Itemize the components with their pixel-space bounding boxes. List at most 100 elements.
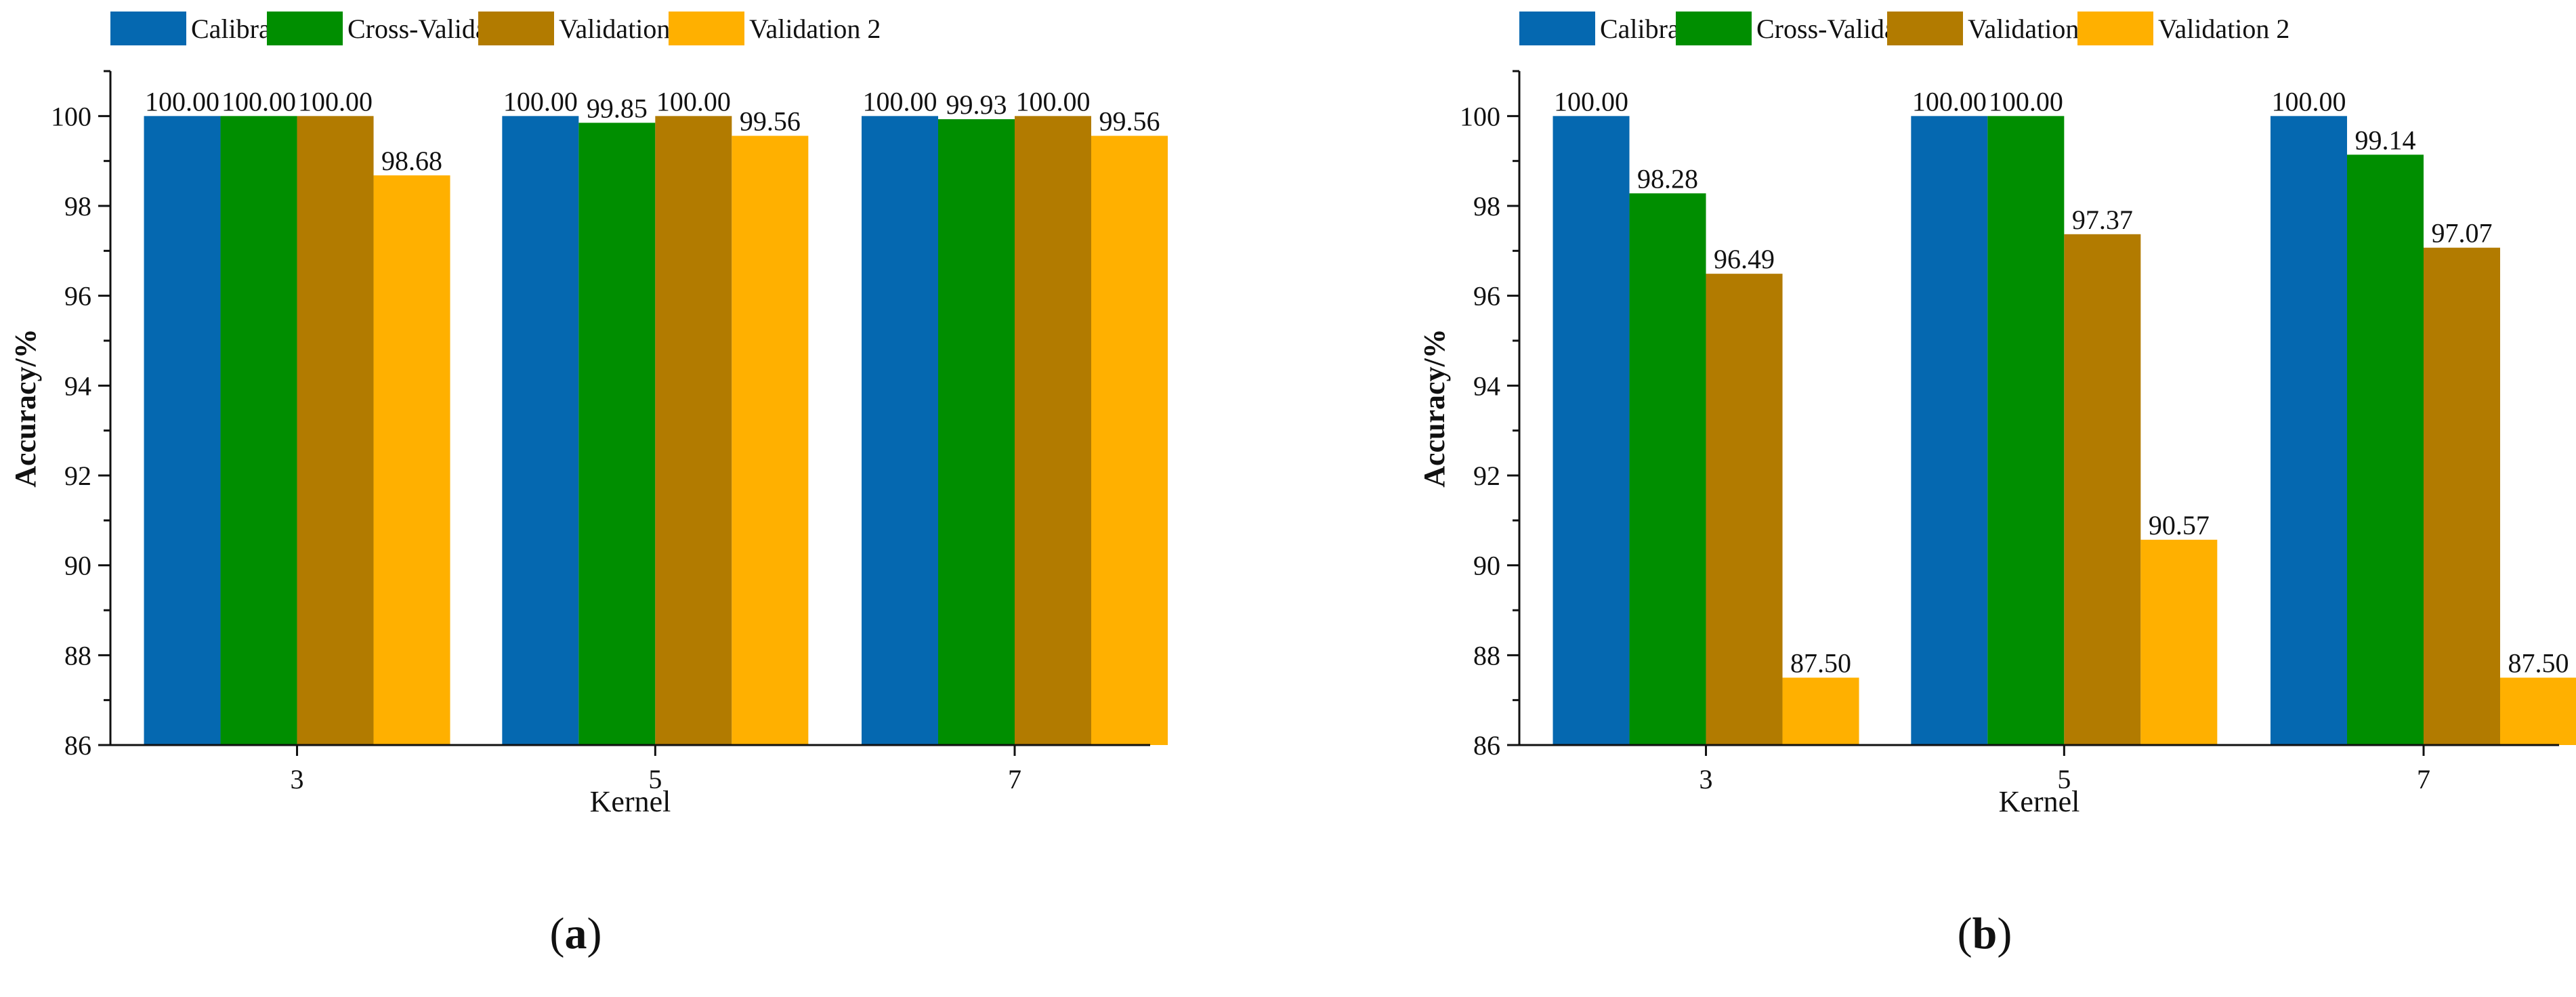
- bar-1-2: [2064, 234, 2141, 745]
- y-tick-label-2: 90: [64, 551, 91, 581]
- bar-0-0: [1553, 116, 1630, 746]
- bar-2-2: [2423, 247, 2500, 745]
- x-tick-label-1: 5: [648, 764, 662, 794]
- value-label-2-2: 97.07: [2431, 218, 2492, 249]
- bar-1-0: [1911, 116, 1988, 746]
- value-label-2-0: 100.00: [862, 86, 937, 116]
- bar-1-3: [2140, 539, 2218, 745]
- bar-0-1: [1629, 193, 1706, 746]
- panel-label-open: (: [550, 909, 565, 958]
- legend-swatch-2: [1887, 12, 1963, 45]
- y-tick-label-7: 100: [1460, 101, 1500, 131]
- value-label-0-3: 98.68: [381, 146, 442, 176]
- bar-1-1: [1987, 116, 2065, 746]
- panel-label-letter: a: [565, 909, 587, 958]
- bar-2-1: [937, 119, 1015, 745]
- value-label-1-1: 99.85: [587, 93, 648, 123]
- legend-label-3: Validation 2: [749, 14, 881, 44]
- bar-0-2: [297, 116, 374, 746]
- x-tick-label-2: 7: [1008, 764, 1021, 794]
- panel-label-letter: b: [1972, 909, 1998, 958]
- bar-0-0: [144, 116, 221, 746]
- value-label-2-2: 100.00: [1015, 86, 1090, 116]
- legend-swatch-0: [1519, 12, 1595, 45]
- bar-2-3: [2499, 677, 2576, 745]
- legend-swatch-3: [669, 12, 744, 45]
- legend-swatch-0: [110, 12, 186, 45]
- y-tick-label-6: 98: [64, 191, 91, 221]
- y-axis-title: Accuracy/%: [1418, 328, 1451, 488]
- y-tick-label-1: 88: [64, 640, 91, 671]
- legend-swatch-2: [478, 12, 554, 45]
- bar-0-2: [1706, 274, 1783, 745]
- y-tick-label-7: 100: [51, 101, 91, 131]
- y-tick-label-3: 92: [1473, 461, 1500, 491]
- panel-label-open: (: [1958, 909, 1972, 958]
- value-label-0-1: 98.28: [1637, 163, 1698, 194]
- y-tick-label-5: 96: [1473, 281, 1500, 312]
- y-tick-label-1: 88: [1473, 640, 1500, 671]
- bar-2-3: [1091, 135, 1168, 745]
- value-label-1-3: 90.57: [2149, 510, 2210, 540]
- y-tick-label-3: 92: [64, 461, 91, 491]
- bar-2-0: [2270, 116, 2347, 746]
- legend-swatch-3: [2077, 12, 2153, 45]
- value-label-0-1: 100.00: [221, 86, 296, 116]
- panel-label: (a): [550, 909, 602, 958]
- legend-swatch-1: [267, 12, 343, 45]
- value-label-0-3: 87.50: [1790, 648, 1851, 679]
- x-tick-label-2: 7: [2417, 764, 2430, 794]
- bar-0-3: [1782, 677, 1859, 745]
- x-tick-label-1: 5: [2057, 764, 2071, 794]
- value-label-0-0: 100.00: [145, 86, 219, 116]
- bar-2-1: [2346, 154, 2424, 745]
- bar-0-3: [373, 175, 450, 746]
- bar-1-0: [502, 116, 579, 746]
- value-label-1-2: 97.37: [2072, 205, 2133, 235]
- bar-0-1: [220, 116, 297, 746]
- value-label-0-0: 100.00: [1554, 86, 1628, 116]
- value-label-0-2: 96.49: [1714, 244, 1775, 274]
- bar-1-3: [732, 135, 809, 745]
- y-tick-label-4: 94: [1473, 370, 1500, 401]
- y-tick-label-5: 96: [64, 281, 91, 312]
- y-tick-label-2: 90: [1473, 551, 1500, 581]
- value-label-2-3: 99.56: [1099, 106, 1160, 137]
- value-label-1-0: 100.00: [503, 86, 578, 116]
- y-tick-label-0: 86: [1473, 730, 1500, 761]
- value-label-1-2: 100.00: [656, 86, 731, 116]
- value-labels: 100.00 98.28 96.49 87.50 100.00 100.00 97.37 90…: [1554, 86, 2569, 678]
- legend-swatch-1: [1676, 12, 1752, 45]
- bar-1-1: [578, 123, 656, 746]
- y-tick-label-6: 98: [1473, 191, 1500, 221]
- value-label-2-1: 99.14: [2355, 125, 2415, 155]
- value-label-1-3: 99.56: [740, 106, 801, 137]
- x-axis-title: Kernel: [1999, 785, 2080, 818]
- y-tick-label-4: 94: [64, 370, 91, 401]
- panel-label: (b): [1958, 909, 2012, 958]
- axes: 86 88 90 92 94 96 98 100 3 5 7: [1460, 70, 2559, 794]
- legend-label-3: Validation 2: [2158, 14, 2289, 44]
- axes: 86 88 90 92 94 96 98 100 3 5 7: [51, 70, 1150, 794]
- bar-1-2: [655, 116, 732, 746]
- value-label-2-0: 100.00: [2271, 86, 2346, 116]
- bar-2-0: [861, 116, 938, 746]
- panel-label-close: ): [587, 909, 602, 958]
- value-label-2-3: 87.50: [2508, 648, 2569, 679]
- value-label-2-1: 99.93: [946, 89, 1007, 120]
- bar-2-2: [1014, 116, 1091, 746]
- bars: [144, 116, 1168, 746]
- value-label-0-2: 100.00: [298, 86, 373, 116]
- x-axis-title: Kernel: [590, 785, 671, 818]
- value-label-1-1: 100.00: [1989, 86, 2063, 116]
- panel-label-close: ): [1997, 909, 2012, 958]
- x-tick-label-0: 3: [291, 764, 304, 794]
- y-axis-title: Accuracy/%: [9, 328, 42, 488]
- bars: [1553, 116, 2576, 746]
